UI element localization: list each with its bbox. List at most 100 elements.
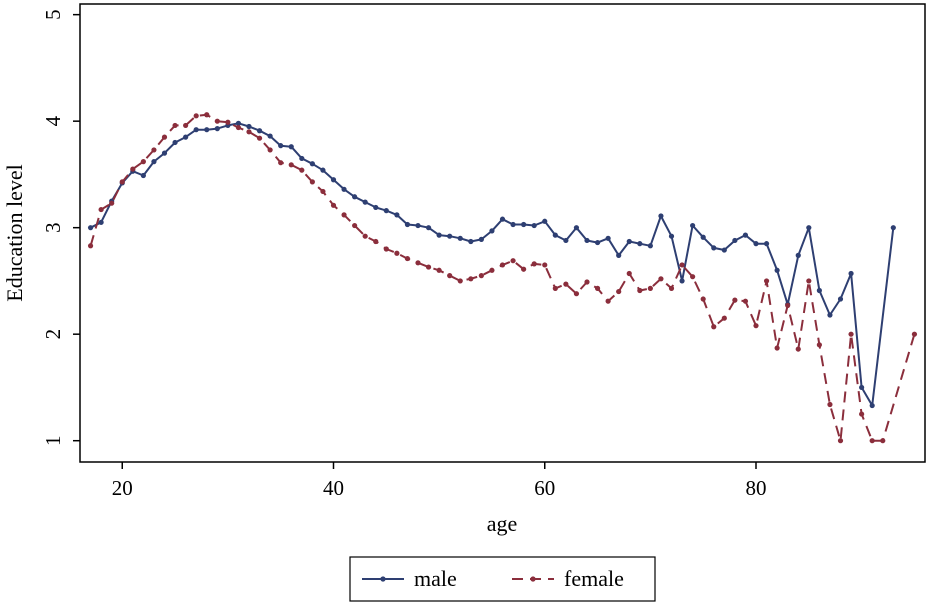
x-tick-label: 40 bbox=[323, 476, 344, 500]
data-point-female bbox=[552, 285, 558, 291]
data-point-male bbox=[658, 213, 664, 219]
x-tick-label: 80 bbox=[746, 476, 767, 500]
series-layer bbox=[87, 112, 918, 444]
data-point-female bbox=[478, 273, 484, 279]
data-point-male bbox=[394, 212, 400, 218]
data-point-female bbox=[362, 233, 368, 239]
data-point-female bbox=[130, 166, 136, 172]
data-point-male bbox=[193, 127, 199, 133]
data-point-female bbox=[859, 411, 865, 417]
data-point-male bbox=[330, 177, 337, 183]
legend-marker-male bbox=[380, 576, 386, 582]
data-point-female bbox=[848, 331, 854, 337]
legend-label-male: male bbox=[414, 566, 457, 591]
y-tick-label: 1 bbox=[41, 435, 65, 446]
series-female bbox=[87, 112, 918, 444]
data-point-female bbox=[193, 113, 199, 119]
data-point-male bbox=[510, 221, 516, 228]
data-point-male bbox=[457, 235, 463, 241]
data-point-female bbox=[98, 206, 104, 213]
y-tick-label: 4 bbox=[41, 115, 65, 126]
data-point-female bbox=[531, 261, 537, 267]
data-point-female bbox=[711, 324, 717, 330]
data-point-male bbox=[499, 216, 506, 222]
data-point-female bbox=[267, 147, 273, 153]
data-point-female bbox=[309, 179, 315, 185]
data-point-female bbox=[394, 250, 400, 256]
data-point-female bbox=[542, 262, 548, 268]
data-point-male bbox=[700, 234, 706, 240]
data-point-male bbox=[774, 267, 780, 273]
data-point-female bbox=[690, 274, 696, 280]
data-point-male bbox=[151, 159, 157, 165]
data-point-male bbox=[373, 204, 379, 211]
data-point-female bbox=[320, 188, 326, 195]
data-point-female bbox=[785, 302, 791, 309]
data-point-male bbox=[732, 237, 738, 244]
data-point-female bbox=[637, 287, 643, 294]
y-tick-label: 3 bbox=[41, 222, 65, 233]
data-point-male bbox=[278, 143, 284, 149]
data-point-male bbox=[299, 155, 305, 162]
data-point-male bbox=[573, 225, 580, 231]
plot-frame bbox=[79, 3, 926, 463]
data-point-female bbox=[489, 267, 495, 273]
data-point-female bbox=[288, 162, 294, 168]
data-point-female bbox=[235, 124, 242, 131]
data-point-male bbox=[404, 221, 411, 228]
data-point-male bbox=[436, 232, 442, 238]
data-point-female bbox=[573, 291, 580, 297]
x-axis: 20 40 60 80 bbox=[112, 462, 767, 500]
data-point-female bbox=[742, 298, 749, 304]
data-point-female bbox=[299, 167, 305, 173]
y-tick-label: 5 bbox=[41, 9, 65, 20]
data-point-male bbox=[647, 243, 653, 249]
data-point-female bbox=[436, 267, 442, 273]
legend-label-female: female bbox=[564, 566, 624, 591]
data-point-male bbox=[742, 232, 749, 238]
data-point-female bbox=[911, 331, 918, 337]
data-point-male bbox=[542, 218, 548, 224]
data-point-male bbox=[98, 219, 104, 225]
data-point-female bbox=[499, 262, 506, 268]
data-point-female bbox=[140, 159, 146, 165]
series-male bbox=[87, 120, 896, 409]
x-tick-label: 20 bbox=[112, 476, 133, 500]
data-point-female bbox=[594, 285, 601, 291]
data-point-female bbox=[753, 323, 759, 329]
data-point-male bbox=[616, 252, 622, 258]
data-point-female bbox=[330, 202, 337, 208]
data-point-female bbox=[246, 129, 252, 135]
data-point-female bbox=[837, 438, 844, 444]
data-point-female bbox=[341, 212, 347, 218]
data-point-female bbox=[816, 342, 822, 348]
data-point-female bbox=[151, 147, 157, 153]
data-point-male bbox=[521, 221, 527, 228]
y-axis: 1 2 3 4 5 bbox=[41, 9, 80, 446]
data-point-female bbox=[584, 279, 590, 285]
data-point-female bbox=[109, 200, 115, 206]
legend-marker-female bbox=[530, 576, 536, 582]
data-point-female bbox=[468, 276, 474, 282]
data-point-male bbox=[489, 228, 495, 234]
data-point-female bbox=[87, 243, 94, 249]
data-point-female bbox=[425, 264, 432, 270]
data-point-male bbox=[425, 225, 432, 231]
data-point-male bbox=[626, 238, 632, 245]
data-point-male bbox=[668, 233, 675, 239]
data-point-female bbox=[668, 285, 675, 291]
data-point-female bbox=[204, 112, 210, 118]
data-point-male bbox=[309, 161, 315, 167]
data-point-male bbox=[140, 172, 146, 179]
data-point-male bbox=[869, 402, 875, 409]
data-point-female bbox=[795, 346, 801, 352]
data-point-male bbox=[447, 233, 453, 239]
data-point-male bbox=[383, 208, 389, 214]
data-point-male bbox=[183, 134, 189, 140]
y-axis-title: Education level bbox=[2, 164, 27, 301]
data-point-male bbox=[848, 270, 854, 277]
data-point-female bbox=[869, 438, 875, 444]
data-point-male bbox=[267, 133, 273, 139]
data-point-female bbox=[732, 297, 738, 303]
data-point-female bbox=[658, 276, 664, 282]
